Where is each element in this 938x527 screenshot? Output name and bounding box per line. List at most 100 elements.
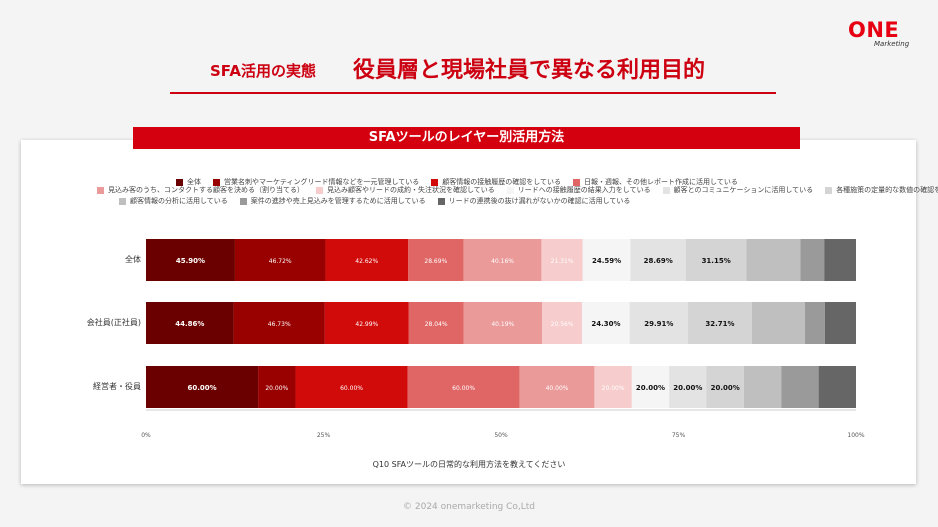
page-title-main: 役員層と現場社員で異なる利用目的 bbox=[353, 58, 706, 83]
data-label: 42.62% bbox=[355, 258, 378, 265]
data-label: 20.00% bbox=[711, 384, 740, 392]
page-title: SFA活用の実態 役員層と現場社員で異なる利用目的 bbox=[170, 48, 776, 88]
legend-row: 見込み客のうち、コンタクトする顧客を決める（割り当てる） 見込み顧客やリードの成約… bbox=[97, 185, 938, 195]
bar-segment bbox=[706, 366, 744, 408]
data-label: 20.00% bbox=[265, 385, 288, 392]
bar-segment bbox=[800, 239, 825, 281]
bar-segment bbox=[324, 302, 409, 344]
bar-segment bbox=[781, 366, 819, 408]
bar-segment bbox=[594, 366, 632, 408]
data-label: 28.69% bbox=[644, 257, 673, 265]
legend-swatch bbox=[431, 178, 439, 186]
bar-segment bbox=[804, 302, 825, 344]
brand-logo: ONE Marketing bbox=[848, 18, 912, 48]
legend-swatch bbox=[573, 178, 581, 186]
data-label: 45.90% bbox=[176, 257, 205, 265]
bar-segment bbox=[743, 366, 782, 408]
legend-label: 顧客情報の接触履歴の確認をしている bbox=[442, 178, 562, 186]
legend-item: 顧客とのコミュニケーションに活用している bbox=[662, 185, 813, 195]
bar-segment bbox=[463, 302, 543, 344]
data-label: 28.69% bbox=[424, 258, 447, 265]
x-tick-label: 0% bbox=[141, 432, 151, 439]
bar-segment bbox=[818, 366, 856, 408]
legend-label: 各種施策の定量的な数値の確認をしている bbox=[836, 186, 938, 194]
data-label: 24.30% bbox=[591, 320, 620, 328]
legend-item: 顧客情報の接触履歴の確認をしている bbox=[431, 177, 561, 187]
data-label: 20.00% bbox=[636, 384, 665, 392]
legend-swatch bbox=[825, 186, 833, 194]
logo-text: ONE bbox=[848, 18, 900, 42]
data-label: 20.56% bbox=[551, 321, 574, 328]
legend-item: 見込み客のうち、コンタクトする顧客を決める（割り当てる） bbox=[97, 185, 304, 195]
survey-question: Q10 SFAツールの日常的な利用方法を教えてください bbox=[372, 460, 566, 469]
data-label: 20.00% bbox=[602, 385, 625, 392]
bar-segment bbox=[463, 239, 542, 281]
bar-segment bbox=[629, 302, 689, 344]
legend-label: リードへの接触履歴の結果入力をしている bbox=[517, 186, 651, 194]
data-label: 20.00% bbox=[673, 384, 702, 392]
legend-swatch bbox=[239, 197, 247, 205]
data-label: 24.59% bbox=[592, 257, 621, 265]
legend-row: 顧客情報の分析に活用している 案件の進捗や売上見込みを管理するために活用している リ… bbox=[119, 196, 630, 206]
page-title-prefix: SFA活用の実態 bbox=[210, 62, 316, 80]
x-tick-label: 100% bbox=[847, 432, 864, 439]
bar-segment bbox=[258, 366, 296, 408]
legend-label: 営業名刺やマーケティングリード情報などを一元管理している bbox=[224, 178, 420, 186]
data-label: 42.99% bbox=[355, 321, 378, 328]
data-label: 46.73% bbox=[268, 321, 291, 328]
bar-segment bbox=[519, 366, 595, 408]
legend-swatch bbox=[213, 178, 220, 186]
data-label: 32.71% bbox=[705, 320, 734, 328]
legend-swatch bbox=[662, 186, 670, 194]
bar-segment bbox=[824, 302, 856, 344]
data-label: 60.00% bbox=[187, 384, 216, 392]
legend-item: リードへの接触履歴の結果入力をしている bbox=[506, 185, 651, 195]
x-tick-label: 25% bbox=[317, 432, 331, 439]
legend-label: 顧客情報の分析に活用している bbox=[130, 197, 228, 205]
category-label: 会社員(正社員) bbox=[86, 318, 141, 327]
legend-item: リードの連携後の抜け漏れがないかの確認に活用している bbox=[437, 196, 631, 206]
bar-segment bbox=[325, 239, 409, 281]
x-tick-label: 75% bbox=[672, 432, 686, 439]
bar-segment bbox=[146, 239, 235, 281]
data-label: 40.00% bbox=[546, 385, 569, 392]
bar-segment bbox=[407, 366, 520, 408]
legend-item: 見込み顧客やリードの成約・失注状況を確認している bbox=[316, 185, 495, 195]
bar-segment bbox=[824, 239, 856, 281]
bar-segment bbox=[685, 239, 747, 281]
legend-swatch bbox=[176, 178, 183, 186]
legend-swatch bbox=[506, 186, 514, 194]
legend-item: 案件の進捗や売上見込みを管理するために活用している bbox=[239, 196, 426, 206]
data-label: 60.00% bbox=[452, 385, 475, 392]
legend-swatch bbox=[437, 197, 445, 205]
legend-swatch bbox=[119, 197, 126, 205]
data-label: 40.16% bbox=[491, 258, 514, 265]
legend-item: 全体 bbox=[176, 177, 201, 187]
chart-banner: SFAツールのレイヤー別活用方法 bbox=[133, 127, 800, 149]
bar-segment bbox=[631, 366, 670, 408]
category-label: 全体 bbox=[125, 255, 141, 264]
bar-segment bbox=[542, 302, 583, 344]
bar-segment bbox=[408, 302, 464, 344]
legend-row: 全体 営業名刺やマーケティングリード情報などを一元管理している 顧客情報の接触履歴の… bbox=[176, 177, 738, 187]
legend-swatch bbox=[316, 186, 323, 194]
data-label: 31.15% bbox=[702, 257, 731, 265]
bar-segment bbox=[146, 366, 259, 408]
legend-label: 日報・週報、その他レポート作成に活用している bbox=[584, 178, 738, 186]
bar-segment bbox=[408, 239, 464, 281]
bar-segment bbox=[233, 302, 325, 344]
data-label: 44.86% bbox=[175, 320, 204, 328]
bar-segment bbox=[688, 302, 752, 344]
x-tick-label: 50% bbox=[494, 432, 508, 439]
copyright-footer: © 2024 onemarketing Co,Ltd bbox=[403, 502, 535, 512]
bar-segment bbox=[541, 239, 583, 281]
data-label: 60.00% bbox=[340, 385, 363, 392]
bar-segment bbox=[630, 239, 686, 281]
legend-item: 日報・週報、その他レポート作成に活用している bbox=[573, 177, 738, 187]
legend-item: 各種施策の定量的な数値の確認をしている bbox=[825, 185, 938, 195]
bar-segment bbox=[146, 302, 234, 344]
legend-label: リードの連携後の抜け漏れがないかの確認に活用している bbox=[448, 197, 631, 205]
bar-segment bbox=[234, 239, 326, 281]
title-underline bbox=[170, 92, 776, 94]
